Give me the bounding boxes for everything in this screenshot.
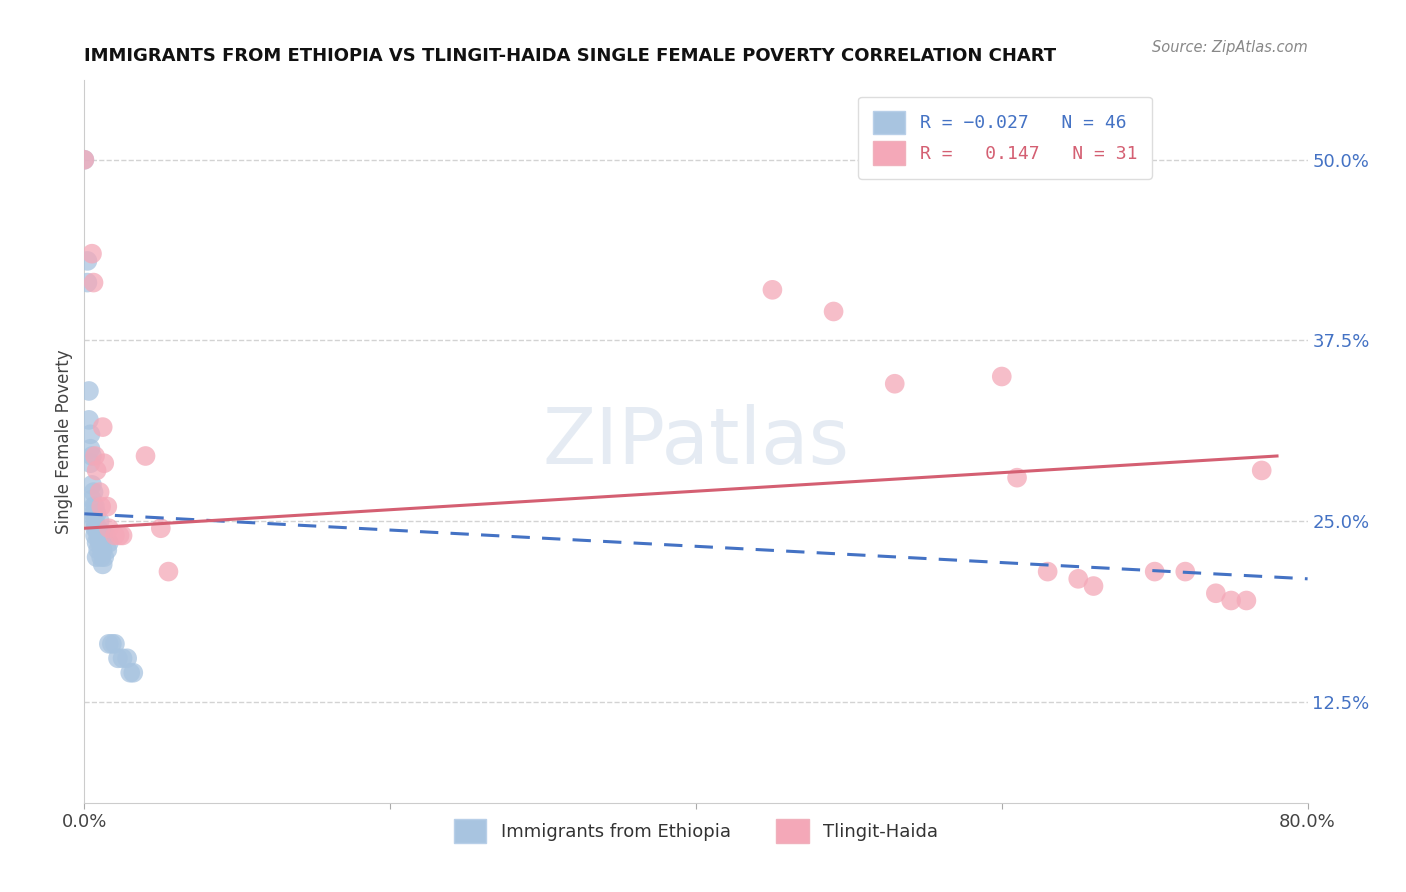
Point <box>96 500 118 514</box>
Point <box>83 514 105 528</box>
Point <box>80 449 103 463</box>
Point <box>89 535 111 549</box>
Point <box>83 485 105 500</box>
Point <box>84 449 107 463</box>
Point <box>1205 586 1227 600</box>
Point <box>84 521 107 535</box>
Point <box>90 535 112 549</box>
Point <box>90 550 112 565</box>
Point <box>1005 470 1028 484</box>
Point <box>84 500 107 514</box>
Y-axis label: Single Female Poverty: Single Female Poverty <box>55 350 73 533</box>
Point <box>104 637 127 651</box>
Point <box>1174 565 1197 579</box>
Point <box>115 651 138 665</box>
Point <box>135 449 157 463</box>
Point <box>77 384 100 398</box>
Point <box>93 528 115 542</box>
Legend: Immigrants from Ethiopia, Tlingit-Haida: Immigrants from Ethiopia, Tlingit-Haida <box>444 810 948 852</box>
Point <box>101 637 124 651</box>
Point <box>104 528 127 542</box>
Point <box>87 528 110 542</box>
Point <box>79 456 101 470</box>
Point <box>80 246 103 260</box>
Point <box>91 420 114 434</box>
Point <box>883 376 905 391</box>
Point <box>87 542 110 557</box>
Point <box>73 153 96 167</box>
Point <box>93 456 115 470</box>
Point <box>84 514 107 528</box>
Point <box>89 485 111 500</box>
Point <box>83 276 105 290</box>
Point <box>89 528 111 542</box>
Point <box>1083 579 1105 593</box>
Point <box>111 651 134 665</box>
Point <box>991 369 1014 384</box>
Point <box>84 528 107 542</box>
Point <box>1250 463 1272 477</box>
Point <box>122 665 145 680</box>
Point <box>76 253 98 268</box>
Text: IMMIGRANTS FROM ETHIOPIA VS TLINGIT-HAIDA SINGLE FEMALE POVERTY CORRELATION CHAR: IMMIGRANTS FROM ETHIOPIA VS TLINGIT-HAID… <box>84 47 1056 65</box>
Point <box>108 528 131 542</box>
Point <box>97 637 120 651</box>
Point <box>79 442 101 456</box>
Point <box>86 521 108 535</box>
Point <box>76 276 98 290</box>
Point <box>80 478 103 492</box>
Point <box>111 528 134 542</box>
Point <box>86 463 108 477</box>
Point <box>1067 572 1090 586</box>
Point <box>1220 593 1243 607</box>
Point <box>86 507 108 521</box>
Point <box>86 550 108 565</box>
Point <box>80 492 103 507</box>
Point <box>94 528 117 542</box>
Point <box>79 427 101 442</box>
Point <box>761 283 783 297</box>
Point <box>107 651 129 665</box>
Point <box>87 521 110 535</box>
Point <box>149 521 172 535</box>
Point <box>1036 565 1059 579</box>
Point <box>97 521 120 535</box>
Point <box>83 507 105 521</box>
Point <box>96 542 118 557</box>
Point <box>90 500 112 514</box>
Point <box>1236 593 1258 607</box>
Point <box>1143 565 1166 579</box>
Point <box>120 665 142 680</box>
Point <box>86 535 108 549</box>
Point <box>93 550 115 565</box>
Point <box>83 500 105 514</box>
Point <box>89 514 111 528</box>
Point <box>97 535 120 549</box>
Point <box>91 558 114 572</box>
Point <box>823 304 845 318</box>
Point <box>157 565 180 579</box>
Text: ZIPatlas: ZIPatlas <box>543 403 849 480</box>
Point <box>91 542 114 557</box>
Point <box>73 153 96 167</box>
Text: Source: ZipAtlas.com: Source: ZipAtlas.com <box>1152 40 1308 55</box>
Point <box>77 413 100 427</box>
